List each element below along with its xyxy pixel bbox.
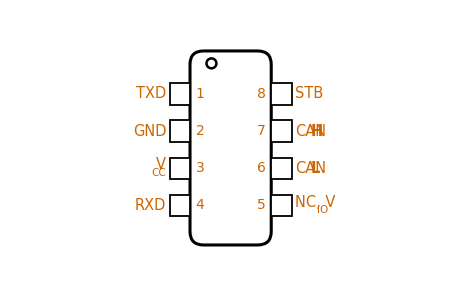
Text: 1: 1: [196, 87, 205, 101]
Text: L: L: [310, 161, 319, 176]
Text: 7: 7: [257, 124, 266, 138]
Bar: [271, 195, 292, 216]
Text: CAN: CAN: [295, 124, 326, 139]
Bar: [170, 120, 190, 142]
Bar: [271, 83, 292, 105]
Text: 6: 6: [256, 161, 266, 175]
Text: CAN: CAN: [295, 161, 326, 176]
Text: 2: 2: [196, 124, 204, 138]
Text: CC: CC: [151, 168, 166, 178]
Text: NC, V: NC, V: [295, 195, 335, 209]
Bar: [271, 158, 292, 179]
Text: RXD: RXD: [135, 198, 166, 213]
Text: 8: 8: [256, 87, 266, 101]
Bar: [170, 83, 190, 105]
Text: 5: 5: [257, 198, 266, 212]
Text: STB: STB: [295, 86, 323, 101]
Bar: [170, 158, 190, 179]
Circle shape: [207, 58, 216, 68]
Bar: [170, 195, 190, 216]
Bar: [271, 120, 292, 142]
Text: 3: 3: [196, 161, 204, 175]
FancyBboxPatch shape: [190, 51, 271, 245]
Text: GND: GND: [133, 124, 166, 139]
Text: TXD: TXD: [136, 86, 166, 101]
Text: H: H: [310, 124, 323, 139]
Text: IO: IO: [317, 205, 328, 215]
Text: V: V: [156, 157, 166, 172]
Text: 4: 4: [196, 198, 204, 212]
